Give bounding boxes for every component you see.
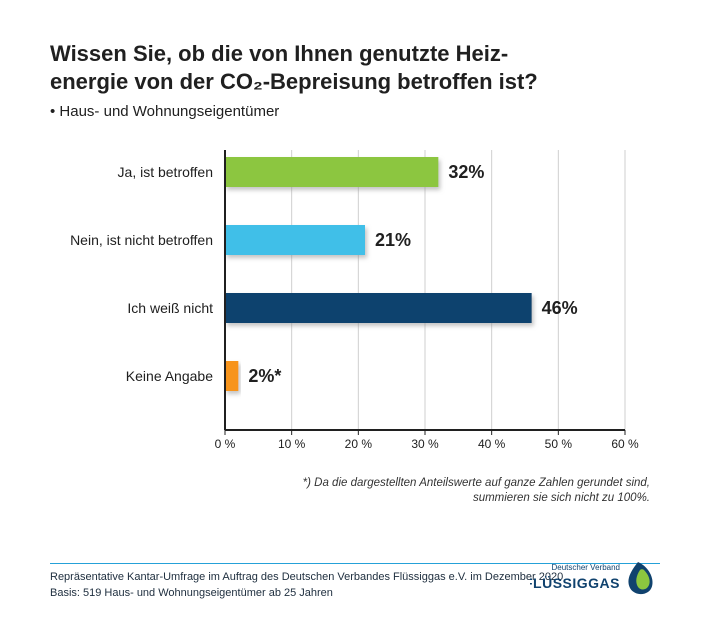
source-block: Repräsentative Kantar-Umfrage im Auftrag… — [50, 563, 660, 601]
bar — [225, 157, 438, 187]
value-label: 2%* — [248, 366, 281, 386]
title-line-1: Wissen Sie, ob die von Ihnen genutzte He… — [50, 41, 508, 66]
flame-icon — [628, 562, 652, 594]
bar — [225, 225, 365, 255]
x-tick-label: 60 % — [611, 437, 639, 451]
footnote: *) Da die dargestellten Anteilswerte auf… — [50, 476, 660, 506]
footnote-line-1: *) Da die dargestellten Anteilswerte auf… — [303, 477, 650, 489]
chart-subtitle: • Haus- und Wohnungseigentümer — [50, 103, 660, 120]
category-label: Nein, ist nicht betroffen — [70, 232, 213, 248]
logo-main-text: FLÜSSIGGAS — [530, 575, 620, 591]
bar-chart-svg: 0 % 10 % 20 % 30 % 40 % 50 % 60 % Ja, ist betro… — [50, 138, 660, 468]
category-label: Ja, ist betroffen — [118, 164, 213, 180]
bar — [225, 293, 532, 323]
value-label: 21% — [375, 230, 411, 250]
footnote-line-2: summieren sie sich nicht zu 100%. — [473, 492, 650, 504]
x-tick-label: 10 % — [278, 437, 306, 451]
x-tick-label: 0 % — [215, 437, 236, 451]
brand-logo: Deutscher Verband FLÜSSIGGAS — [530, 558, 660, 603]
bar-chart: 0 % 10 % 20 % 30 % 40 % 50 % 60 % Ja, ist betro… — [50, 138, 660, 468]
category-label: Keine Angabe — [126, 368, 213, 384]
x-tick-label: 30 % — [411, 437, 439, 451]
category-label: Ich weiß nicht — [127, 300, 213, 316]
brand-logo-svg: Deutscher Verband FLÜSSIGGAS — [530, 558, 660, 598]
infographic-page: Wissen Sie, ob die von Ihnen genutzte He… — [0, 0, 710, 631]
bar — [225, 361, 238, 391]
value-label: 46% — [542, 298, 578, 318]
x-tick-label: 20 % — [345, 437, 373, 451]
value-label: 32% — [448, 162, 484, 182]
logo-top-text: Deutscher Verband — [552, 563, 621, 572]
title-line-2: energie von der CO₂-Bepreisung betroffen… — [50, 69, 538, 94]
x-tick-label: 40 % — [478, 437, 506, 451]
chart-title: Wissen Sie, ob die von Ihnen genutzte He… — [50, 40, 660, 95]
x-tick-label: 50 % — [545, 437, 573, 451]
